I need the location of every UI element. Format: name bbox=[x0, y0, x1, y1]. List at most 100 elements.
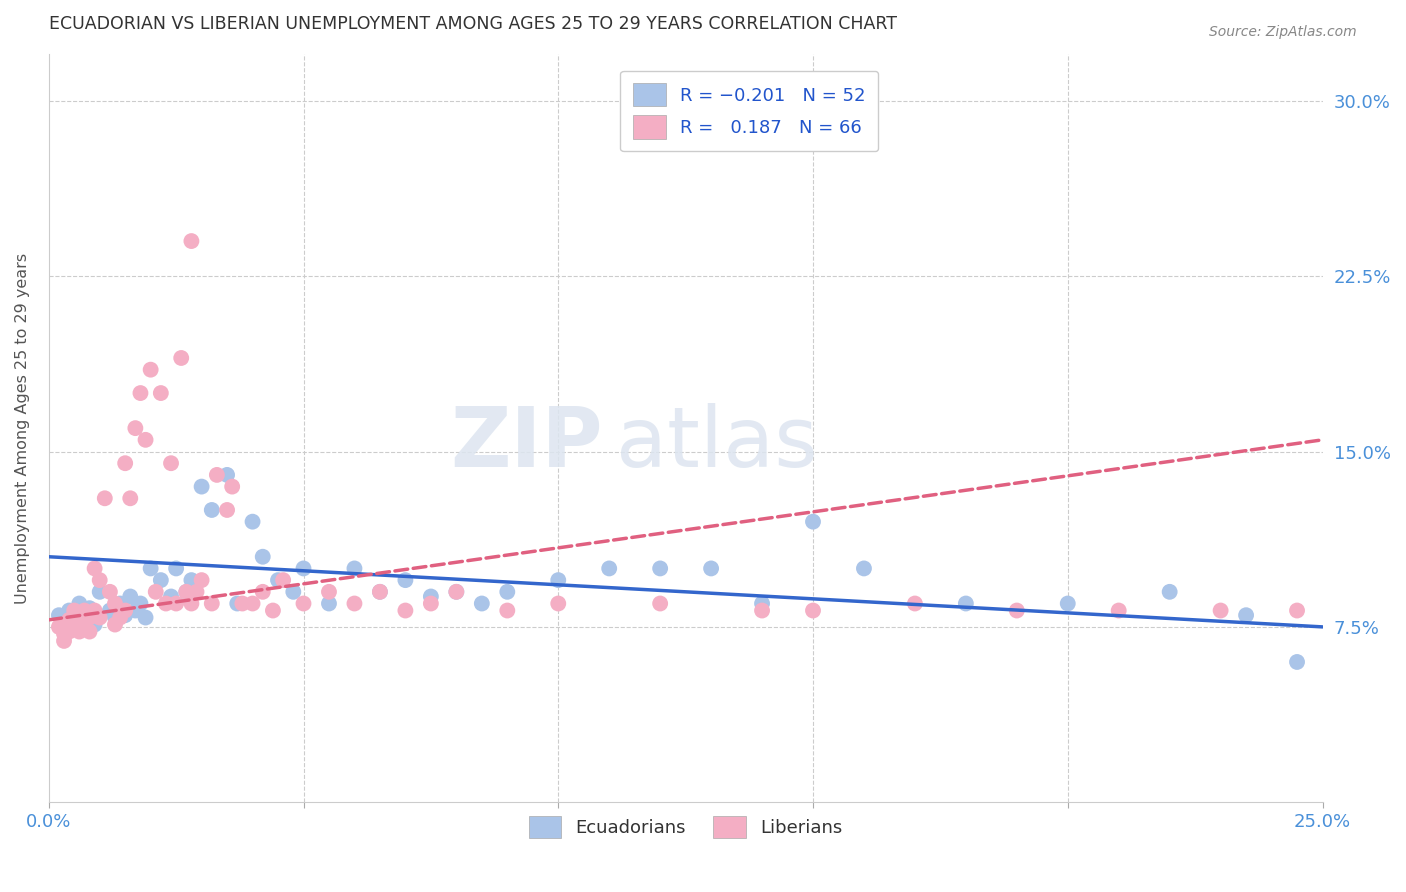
Point bbox=[53, 620, 76, 634]
Point bbox=[180, 234, 202, 248]
Point bbox=[271, 573, 294, 587]
Point bbox=[108, 610, 131, 624]
Point bbox=[149, 386, 172, 401]
Point bbox=[292, 597, 315, 611]
Point bbox=[67, 624, 90, 639]
Point bbox=[58, 624, 80, 639]
Text: Source: ZipAtlas.com: Source: ZipAtlas.com bbox=[1209, 25, 1357, 39]
Point bbox=[139, 362, 162, 376]
Legend: Ecuadorians, Liberians: Ecuadorians, Liberians bbox=[522, 809, 849, 846]
Point bbox=[79, 624, 101, 639]
Point bbox=[160, 590, 183, 604]
Point bbox=[73, 617, 96, 632]
Point bbox=[252, 584, 274, 599]
Point bbox=[1108, 603, 1130, 617]
Point bbox=[1286, 655, 1309, 669]
Point bbox=[283, 584, 305, 599]
Point bbox=[104, 597, 127, 611]
Y-axis label: Unemployment Among Ages 25 to 29 years: Unemployment Among Ages 25 to 29 years bbox=[15, 252, 30, 604]
Point bbox=[368, 584, 391, 599]
Point bbox=[242, 597, 264, 611]
Point bbox=[135, 433, 157, 447]
Point bbox=[129, 386, 152, 401]
Point bbox=[231, 597, 253, 611]
Point bbox=[139, 561, 162, 575]
Point bbox=[67, 597, 90, 611]
Point bbox=[801, 603, 824, 617]
Point bbox=[165, 561, 187, 575]
Point bbox=[104, 610, 127, 624]
Point bbox=[242, 515, 264, 529]
Point bbox=[155, 597, 177, 611]
Point bbox=[904, 597, 927, 611]
Point bbox=[180, 597, 202, 611]
Point bbox=[547, 573, 569, 587]
Point bbox=[446, 584, 468, 599]
Point bbox=[1209, 603, 1232, 617]
Text: atlas: atlas bbox=[616, 402, 817, 483]
Point bbox=[83, 617, 105, 632]
Point bbox=[120, 491, 142, 506]
Point bbox=[217, 467, 239, 482]
Text: ECUADORIAN VS LIBERIAN UNEMPLOYMENT AMONG AGES 25 TO 29 YEARS CORRELATION CHART: ECUADORIAN VS LIBERIAN UNEMPLOYMENT AMON… bbox=[49, 15, 897, 33]
Point bbox=[170, 351, 193, 365]
Point bbox=[94, 491, 117, 506]
Point bbox=[496, 584, 519, 599]
Point bbox=[53, 634, 76, 648]
Point bbox=[98, 603, 121, 617]
Point bbox=[186, 584, 208, 599]
Point bbox=[446, 584, 468, 599]
Point bbox=[114, 456, 136, 470]
Point bbox=[83, 561, 105, 575]
Point bbox=[1286, 603, 1309, 617]
Point bbox=[252, 549, 274, 564]
Point bbox=[1056, 597, 1078, 611]
Point bbox=[368, 584, 391, 599]
Point bbox=[190, 480, 212, 494]
Point bbox=[343, 561, 366, 575]
Point bbox=[650, 561, 672, 575]
Point bbox=[547, 597, 569, 611]
Point bbox=[205, 467, 228, 482]
Point bbox=[160, 456, 183, 470]
Point bbox=[104, 617, 127, 632]
Point bbox=[73, 603, 96, 617]
Point bbox=[292, 561, 315, 575]
Point bbox=[67, 610, 90, 624]
Point bbox=[1234, 608, 1257, 623]
Point bbox=[58, 603, 80, 617]
Point bbox=[221, 480, 243, 494]
Point bbox=[63, 603, 86, 617]
Point bbox=[48, 608, 70, 623]
Point bbox=[89, 573, 111, 587]
Point bbox=[73, 610, 96, 624]
Point bbox=[598, 561, 620, 575]
Point bbox=[108, 597, 131, 611]
Point bbox=[58, 613, 80, 627]
Point bbox=[63, 613, 86, 627]
Point bbox=[217, 503, 239, 517]
Point bbox=[751, 597, 773, 611]
Point bbox=[145, 584, 167, 599]
Point bbox=[1159, 584, 1181, 599]
Point bbox=[496, 603, 519, 617]
Point bbox=[955, 597, 977, 611]
Point bbox=[176, 584, 198, 599]
Point bbox=[176, 584, 198, 599]
Point bbox=[394, 603, 416, 617]
Point bbox=[135, 610, 157, 624]
Point bbox=[267, 573, 290, 587]
Point bbox=[852, 561, 875, 575]
Point bbox=[201, 503, 224, 517]
Point bbox=[201, 597, 224, 611]
Point bbox=[343, 597, 366, 611]
Point bbox=[114, 608, 136, 623]
Point bbox=[79, 610, 101, 624]
Point bbox=[180, 573, 202, 587]
Point bbox=[98, 584, 121, 599]
Point bbox=[124, 421, 146, 435]
Point bbox=[165, 597, 187, 611]
Point bbox=[751, 603, 773, 617]
Point bbox=[63, 617, 86, 632]
Point bbox=[394, 573, 416, 587]
